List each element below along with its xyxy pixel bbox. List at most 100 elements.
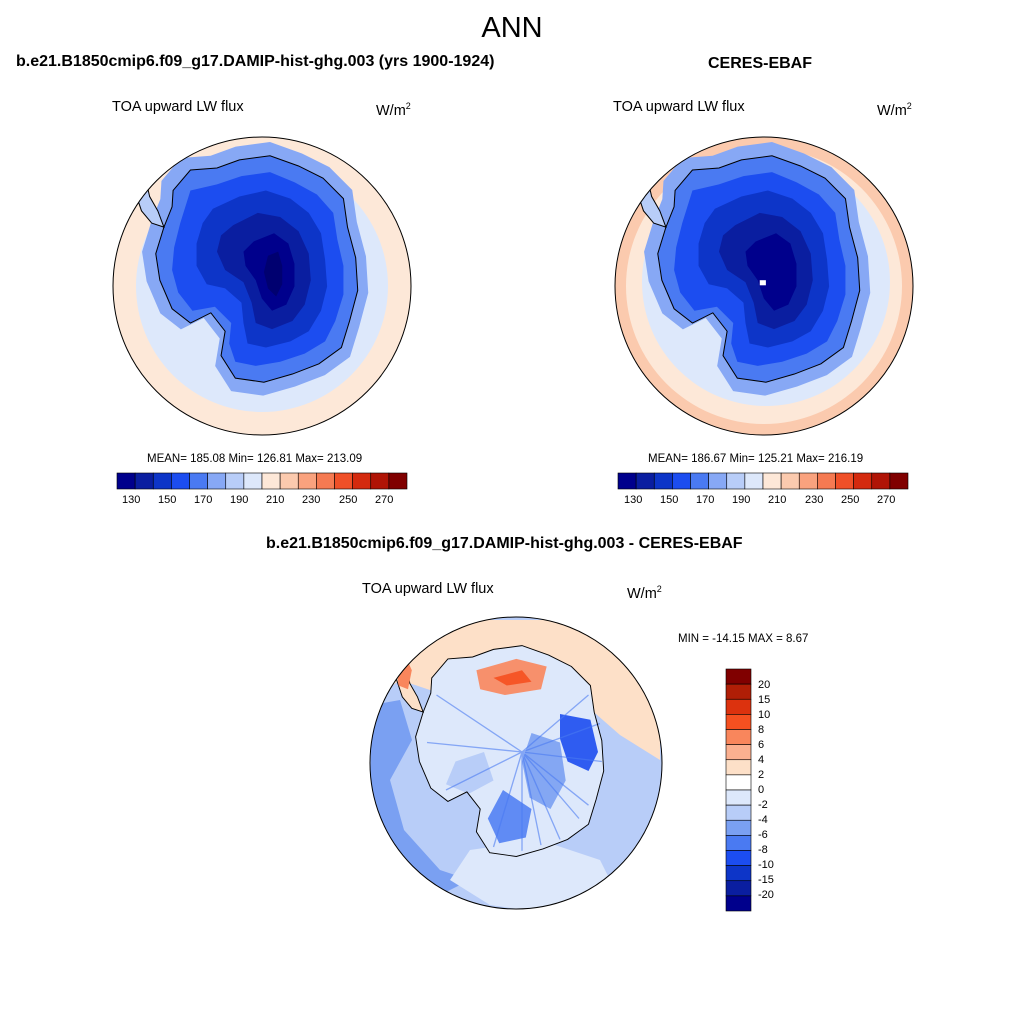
cbar-diff-tick: -4 [758, 814, 768, 826]
diff-title: b.e21.B1850cmip6.f09_g17.DAMIP-hist-ghg.… [266, 535, 743, 552]
colorbar-box [725, 819, 752, 836]
cbar-left-tick: 150 [158, 494, 177, 506]
cbar-diff-tick: 0 [758, 784, 765, 796]
colorbar-box [780, 472, 800, 490]
cbar-diff-tick: 20 [758, 679, 771, 691]
variable-label-left: TOA upward LW flux [112, 99, 244, 115]
colorbar-box [762, 472, 782, 490]
colorbar-left [116, 472, 408, 490]
colorbar-box [370, 472, 390, 490]
colorbar-box [871, 472, 891, 490]
cbar-right-tick: 130 [624, 494, 643, 506]
colorbar-box [171, 472, 190, 490]
units-label-diff: W/m2 [627, 584, 662, 602]
stats-right: MEAN= 186.67 Min= 125.21 Max= 216.19 [648, 453, 864, 465]
cbar-right-tick: 170 [696, 494, 715, 506]
colorbar-box [388, 472, 408, 490]
colorbar-box [225, 472, 245, 490]
colorbar-box [835, 472, 854, 490]
stats-left: MEAN= 185.08 Min= 126.81 Max= 213.09 [147, 453, 363, 465]
cbar-diff-tick: -8 [758, 844, 768, 856]
cbar-right-tick: 190 [732, 494, 751, 506]
cbar-diff-tick: 15 [758, 694, 771, 706]
colorbar-box [725, 744, 752, 761]
colorbar-box [853, 472, 873, 490]
cbar-left-tick: 210 [266, 494, 285, 506]
colorbar-box [798, 472, 818, 490]
colorbar-box [725, 729, 752, 745]
case-title-left: b.e21.B1850cmip6.f09_g17.DAMIP-hist-ghg.… [16, 53, 495, 70]
colorbar-box [334, 472, 353, 490]
cbar-diff-tick: 4 [758, 754, 765, 766]
cbar-diff-tick: -15 [758, 874, 774, 886]
cbar-left-tick: 250 [339, 494, 358, 506]
cbar-diff-tick: -20 [758, 889, 774, 901]
colorbar-box [261, 472, 281, 490]
colorbar-box [207, 472, 227, 490]
colorbar-box [152, 472, 172, 490]
colorbar-box [243, 472, 263, 490]
cbar-left-tick: 230 [302, 494, 321, 506]
colorbar-box [725, 668, 752, 685]
cbar-right-tick: 270 [877, 494, 896, 506]
colorbar-box [725, 850, 752, 866]
colorbar-box [352, 472, 372, 490]
colorbar-box [725, 714, 752, 730]
colorbar-box [725, 835, 752, 851]
map-right [615, 137, 913, 435]
variable-label-diff: TOA upward LW flux [362, 581, 494, 597]
colorbar-box [297, 472, 317, 490]
cbar-diff-tick: 10 [758, 709, 771, 721]
cbar-left-tick: 130 [122, 494, 141, 506]
colorbar-box [725, 865, 752, 882]
season-title: ANN [481, 12, 543, 44]
cbar-left-tick: 190 [230, 494, 249, 506]
stats-diff: MIN = -14.15 MAX = 8.67 [678, 633, 809, 645]
map-left-border [112, 136, 412, 436]
cbar-diff-tick: 6 [758, 739, 765, 751]
cbar-right-tick: 230 [805, 494, 824, 506]
colorbar-box [725, 895, 752, 912]
colorbar-box [726, 472, 746, 490]
colorbar-box [189, 472, 208, 490]
units-label-right: W/m2 [877, 101, 912, 119]
cbar-diff-tick: -2 [758, 799, 768, 811]
cbar-diff-tick: -10 [758, 859, 774, 871]
colorbar-box [725, 759, 752, 776]
colorbar-box [744, 472, 764, 490]
cbar-right-tick: 250 [841, 494, 860, 506]
map-diff [370, 617, 662, 909]
colorbar-box [889, 472, 909, 490]
colorbar-box [725, 789, 752, 806]
cbar-left-tick: 270 [375, 494, 394, 506]
units-label-left: W/m2 [376, 101, 411, 119]
variable-label-right: TOA upward LW flux [613, 99, 745, 115]
colorbar-box [725, 804, 752, 821]
colorbar-box [725, 774, 752, 791]
colorbar-box [725, 698, 752, 715]
colorbar-diff [725, 668, 752, 912]
colorbar-box [725, 683, 752, 700]
colorbar-box [635, 472, 655, 490]
colorbar-right [617, 472, 909, 490]
map-right-border [614, 136, 914, 436]
colorbar-box [134, 472, 154, 490]
cbar-diff-tick: -6 [758, 829, 768, 841]
colorbar-box [279, 472, 299, 490]
cbar-left-tick: 170 [194, 494, 213, 506]
map-left [113, 137, 411, 435]
cbar-diff-tick: 2 [758, 769, 765, 781]
cbar-right-tick: 210 [768, 494, 787, 506]
colorbar-box [617, 472, 637, 490]
colorbar-box [672, 472, 691, 490]
colorbar-box [725, 880, 752, 897]
colorbar-box [316, 472, 335, 490]
case-title-right: CERES-EBAF [708, 55, 813, 72]
colorbar-box [708, 472, 728, 490]
colorbar-box [690, 472, 709, 490]
colorbar-box [653, 472, 673, 490]
cbar-diff-tick: 8 [758, 724, 765, 736]
cbar-right-tick: 150 [660, 494, 679, 506]
colorbar-box [116, 472, 136, 490]
